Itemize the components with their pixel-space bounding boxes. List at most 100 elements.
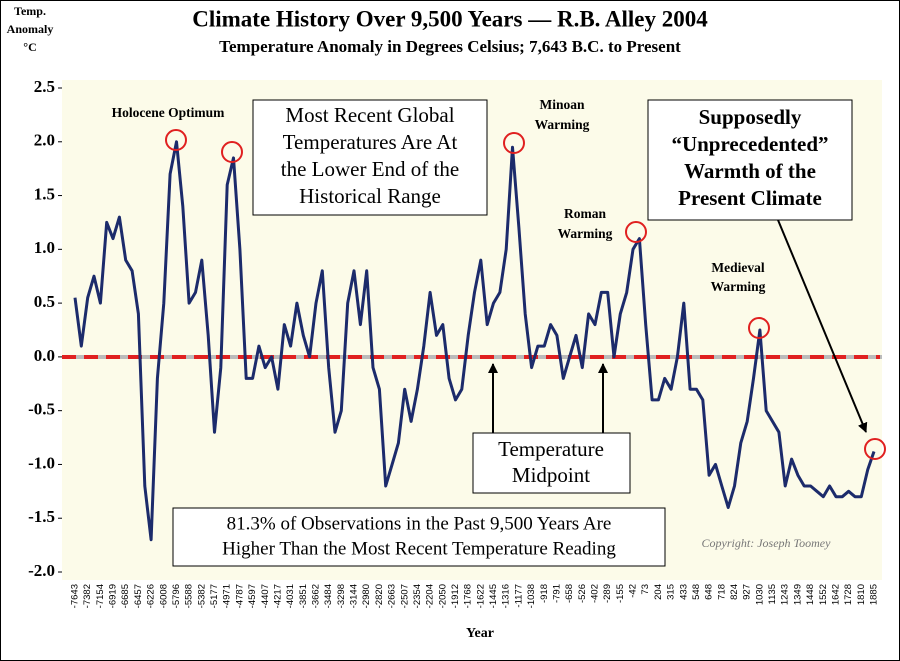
- x-tick-label: -6919: [108, 584, 119, 608]
- x-tick-label: -7154: [95, 584, 106, 608]
- x-tick-label: -6008: [158, 584, 169, 608]
- x-tick-label: -1622: [475, 584, 486, 608]
- y-tick-label: -1.5: [28, 507, 55, 526]
- annotation: Minoan: [539, 97, 585, 112]
- peak-circle: [165, 129, 187, 151]
- x-tick-label: 927: [742, 584, 753, 600]
- x-tick-label: -7382: [82, 584, 93, 608]
- x-tick-label: -3144: [349, 584, 360, 608]
- annotation: Holocene Optimum: [112, 105, 226, 120]
- x-tick-label: -4971: [222, 584, 233, 608]
- x-tick-label: 1810: [856, 584, 867, 605]
- annotation: Most Recent Global: [285, 103, 454, 127]
- annotation: Higher Than the Most Recent Temperature …: [222, 538, 616, 559]
- annotation: Present Climate: [678, 186, 822, 210]
- x-tick-label: 548: [691, 584, 702, 600]
- x-tick-label: 1448: [805, 584, 816, 605]
- peak-circle: [625, 221, 647, 243]
- x-tick-label: 1349: [792, 584, 803, 605]
- y-tick-label: -0.5: [28, 400, 55, 419]
- chart-subtitle: Temperature Anomaly in Degrees Celsius; …: [219, 37, 681, 56]
- x-tick-label: 433: [678, 584, 689, 600]
- annotation-box: [172, 507, 666, 567]
- annotation: Warming: [711, 279, 766, 294]
- x-tick-label: 648: [704, 584, 715, 600]
- x-tick-label: -1768: [463, 584, 474, 608]
- x-axis-label: Year: [466, 626, 494, 641]
- x-tick-label: -6457: [133, 584, 144, 608]
- x-tick-label: -5588: [184, 584, 195, 608]
- x-tick-label: -1177: [513, 584, 524, 608]
- x-tick-label: -7643: [70, 584, 81, 608]
- peak-circles: [165, 129, 886, 460]
- x-tick-label: -42: [628, 584, 639, 598]
- x-tick-label: -4407: [260, 584, 271, 608]
- y-tick-label: -1.0: [28, 453, 55, 472]
- y-tick-label: 2.5: [34, 77, 55, 96]
- x-tick-label: 315: [666, 584, 677, 600]
- y-tick-label: 0.0: [34, 346, 55, 365]
- x-tick-label: 1030: [754, 584, 765, 605]
- x-tick-label: -2507: [399, 584, 410, 608]
- annotation: Supposedly: [699, 105, 802, 129]
- x-tick-label: -4597: [247, 584, 258, 608]
- x-tick-label: 1728: [843, 584, 854, 605]
- x-tick-label: 1642: [830, 584, 841, 605]
- x-tick-label: 1243: [780, 584, 791, 605]
- y-tick-label: 1.0: [34, 238, 55, 257]
- x-tick-label: 1552: [818, 584, 829, 605]
- annotation: “Unprecedented”: [671, 132, 828, 156]
- y-axis-label: °C: [23, 40, 36, 54]
- x-tick-label: -2204: [425, 584, 436, 608]
- annotation: Temperatures Are At: [283, 130, 458, 154]
- annotation: Medieval: [711, 260, 764, 275]
- annotation: Warming: [535, 117, 590, 132]
- y-tick-label: 1.5: [34, 184, 55, 203]
- x-tick-label: -2820: [374, 584, 385, 608]
- x-tick-label: -155: [615, 584, 626, 603]
- annotation: Historical Range: [299, 184, 441, 208]
- x-tick-label: -1445: [488, 584, 499, 608]
- x-tick-label: -1912: [450, 584, 461, 608]
- x-tick-label: -1038: [526, 584, 537, 608]
- x-tick-label: -2980: [361, 584, 372, 608]
- annotation: Temperature: [498, 437, 604, 461]
- x-tick-label: -4787: [234, 584, 245, 608]
- annotation-box: [252, 99, 488, 216]
- chart-title: Climate History Over 9,500 Years — R.B. …: [192, 6, 708, 31]
- x-tick-label: -289: [602, 584, 613, 603]
- x-tick-label: -2050: [437, 584, 448, 608]
- peak-circle: [864, 438, 886, 460]
- x-tick-label: -6226: [146, 584, 157, 608]
- x-tick-label: 824: [729, 584, 740, 600]
- annotation: Warmth of the: [684, 159, 816, 183]
- annotation: Warming: [558, 226, 613, 241]
- x-tick-label: 1135: [767, 584, 778, 604]
- plot: -2.0-1.5-1.0-0.50.00.51.01.52.02.5-7643-…: [28, 77, 879, 608]
- annotation-box: [472, 432, 631, 494]
- annotation: 81.3% of Observations in the Past 9,500 …: [227, 513, 612, 534]
- x-tick-label: -526: [577, 584, 588, 603]
- x-tick-label: -2354: [412, 584, 423, 608]
- y-tick-label: 0.5: [34, 292, 55, 311]
- x-tick-label: -5796: [171, 584, 182, 608]
- x-tick-label: -1316: [501, 584, 512, 608]
- x-tick-label: -4031: [285, 584, 296, 608]
- y-axis-label: Anomaly: [7, 22, 54, 36]
- x-tick-label: -4217: [272, 584, 283, 608]
- series-line: [73, 140, 876, 542]
- x-tick-label: 204: [653, 584, 664, 600]
- x-tick-label: -3851: [298, 584, 309, 608]
- x-tick-label: -791: [551, 584, 562, 603]
- annotation: Roman: [564, 206, 606, 221]
- x-tick-label: -3298: [336, 584, 347, 608]
- x-tick-label: 73: [640, 584, 651, 595]
- x-tick-label: -5382: [196, 584, 207, 608]
- x-tick-label: -658: [564, 584, 575, 603]
- x-tick-label: -3662: [310, 584, 321, 608]
- y-axis-label: Temp.: [14, 4, 46, 18]
- annotation: Midpoint: [512, 463, 590, 487]
- y-tick-label: 2.0: [34, 131, 55, 150]
- y-tick-label: -2.0: [28, 561, 55, 580]
